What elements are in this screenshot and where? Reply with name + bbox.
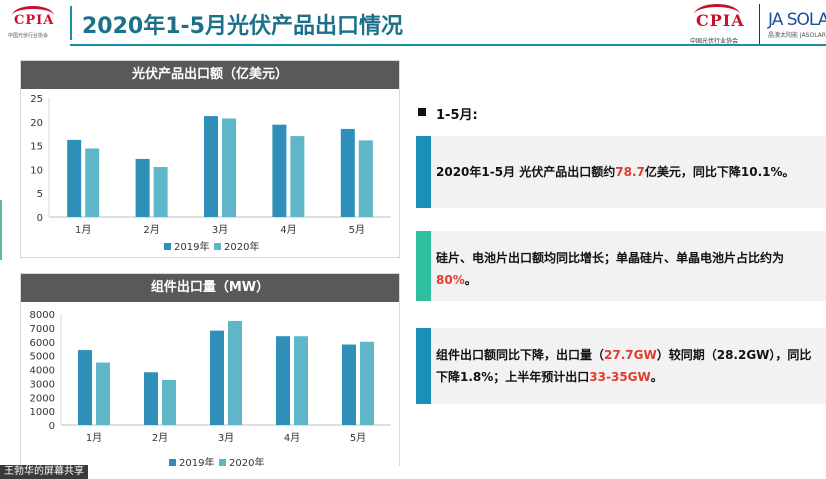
chart-title: 光伏产品出口额（亿美元） <box>21 61 399 89</box>
note-panel-2: 硅片、电池片出口额均同比增长；单晶硅片、单晶电池片占比约为 80%。 <box>416 231 826 301</box>
x-tick-label: 4月 <box>280 224 296 236</box>
legend-label: 2020年 <box>229 456 264 469</box>
bar-2019年-1月 <box>78 350 92 425</box>
y-tick-label: 20 <box>30 118 43 129</box>
panel-accent <box>416 328 431 404</box>
bar-2020年-4月 <box>290 136 305 217</box>
ja-solar-logo: JA SOLA <box>768 10 826 30</box>
cpia-logo: CPIA 中国光伏行业协会 <box>690 4 746 48</box>
bar-2019年-3月 <box>210 330 224 425</box>
panel-text-segment: 硅片、电池片出口额均同比增长；单晶硅片、单晶电池片占比约为 <box>436 251 785 265</box>
x-tick-label: 4月 <box>284 432 300 444</box>
x-tick-label: 5月 <box>349 224 365 236</box>
panel-text-segment: 。 <box>464 273 477 287</box>
x-tick-label: 1月 <box>75 224 91 236</box>
window-edge <box>0 200 2 260</box>
section-label: 1-5月: <box>436 108 478 123</box>
legend-swatch <box>169 459 176 466</box>
x-tick-label: 1月 <box>86 432 102 444</box>
screen-share-label: 王勃华的屏幕共享 <box>0 465 88 479</box>
y-tick-label: 5 <box>37 189 43 200</box>
bar-2020年-5月 <box>358 140 373 217</box>
bar-2019年-4月 <box>276 336 290 425</box>
bar-2019年-3月 <box>204 116 218 217</box>
x-tick-label: 3月 <box>212 224 228 236</box>
panel-text-segment: 组件出口额同比下降，出口量（ <box>436 348 605 362</box>
y-tick-label: 3000 <box>30 379 55 390</box>
bar-2019年-2月 <box>144 372 158 425</box>
slide-title: 2020年1-5月光伏产品出口情况 <box>82 14 403 39</box>
bar-2020年-2月 <box>153 167 168 217</box>
y-tick-label: 8000 <box>30 310 55 321</box>
legend-label: 2020年 <box>224 240 259 253</box>
panel-accent <box>416 136 431 208</box>
highlight-value: 33-35GW <box>589 370 651 384</box>
module-export-plot: 0 1000 2000 3000 4000 5000 6000 7000 8000 1月 2月 3月 4… <box>30 310 391 469</box>
slide-header: CPIA 中国光伏行业协会 2020年1-5月光伏产品出口情况 CPIA 中国光… <box>0 0 826 46</box>
note-panel-3: 组件出口额同比下降，出口量（27.7GW）较同期（28.2GW），同比下降1.8… <box>416 328 826 404</box>
highlight-value: 78.7 <box>615 165 645 179</box>
legend-swatch <box>219 459 226 466</box>
legend-swatch <box>214 243 221 250</box>
y-tick-label: 15 <box>30 142 43 153</box>
footer-strip <box>0 466 826 479</box>
y-tick-label: 0 <box>37 213 43 224</box>
panel-text-segment: ）较同期（28.2GW），同比下降1.8%；上半年预计出口 <box>436 348 812 384</box>
bar-2020年-1月 <box>96 362 110 425</box>
highlight-value: 80% <box>436 273 465 287</box>
logo-divider <box>759 4 760 44</box>
export-value-plot: 0 5 10 15 20 25 1月 2月 3月 4月 5月 2019年 2020年 <box>30 94 391 253</box>
y-tick-label: 1000 <box>30 407 55 418</box>
bar-2019年-5月 <box>340 128 355 217</box>
highlight-value: 27.7GW <box>604 348 657 362</box>
x-tick-label: 5月 <box>350 432 366 444</box>
header-divider <box>70 6 72 40</box>
bar-2019年-2月 <box>135 158 150 217</box>
x-tick-label: 3月 <box>218 432 234 444</box>
bar-2020年-3月 <box>228 320 242 425</box>
bar-2019年-4月 <box>272 124 287 217</box>
bar-2019年-5月 <box>342 344 356 425</box>
y-tick-label: 2000 <box>30 393 55 404</box>
x-tick-label: 2月 <box>152 432 168 444</box>
panel-text-segment: 。 <box>650 370 663 384</box>
cpia-logo-small: CPIA 中国光伏行业协会 <box>6 4 62 42</box>
chart-title: 组件出口量（MW） <box>21 274 399 302</box>
panel-accent <box>416 231 431 301</box>
panel-text: 2020年1-5月 光伏产品出口额约78.7亿美元，同比下降10.1%。 <box>436 161 818 183</box>
export-value-chart: 光伏产品出口额（亿美元） 0 5 10 15 20 25 1月 2月 3月 4月 5月 2019年 20… <box>20 60 400 258</box>
y-tick-label: 0 <box>49 421 55 432</box>
ja-solar-logo-sub: 晶澳太阳能 JASOLAR <box>768 32 826 39</box>
legend-label: 2019年 <box>179 456 214 469</box>
panel-text-segment: 亿美元，同比下降10.1%。 <box>644 165 795 179</box>
module-export-chart: 组件出口量（MW） 0 1000 2000 3000 4000 5000 6000 7000 8… <box>20 273 400 475</box>
y-tick-label: 4000 <box>30 366 55 377</box>
bar-2020年-1月 <box>85 148 100 217</box>
y-tick-label: 5000 <box>30 352 55 363</box>
y-tick-label: 6000 <box>30 338 55 349</box>
bar-2020年-4月 <box>294 336 308 425</box>
bar-2020年-3月 <box>222 118 236 217</box>
y-tick-label: 10 <box>30 165 43 176</box>
header-underline <box>70 44 826 46</box>
note-panel-1: 2020年1-5月 光伏产品出口额约78.7亿美元，同比下降10.1%。 <box>416 136 826 208</box>
panel-text-segment: 2020年1-5月 光伏产品出口额约 <box>436 165 616 179</box>
y-tick-label: 7000 <box>30 324 55 335</box>
bar-2020年-5月 <box>360 341 374 425</box>
panel-text: 组件出口额同比下降，出口量（27.7GW）较同期（28.2GW），同比下降1.8… <box>436 344 818 388</box>
bar-2020年-2月 <box>162 379 176 425</box>
x-tick-label: 2月 <box>143 224 159 236</box>
y-tick-label: 25 <box>30 94 43 105</box>
legend-swatch <box>164 243 171 250</box>
panel-text: 硅片、电池片出口额均同比增长；单晶硅片、单晶电池片占比约为 80%。 <box>436 247 818 291</box>
square-bullet-icon <box>418 108 426 116</box>
bar-2019年-1月 <box>67 139 82 217</box>
legend-label: 2019年 <box>174 240 209 253</box>
